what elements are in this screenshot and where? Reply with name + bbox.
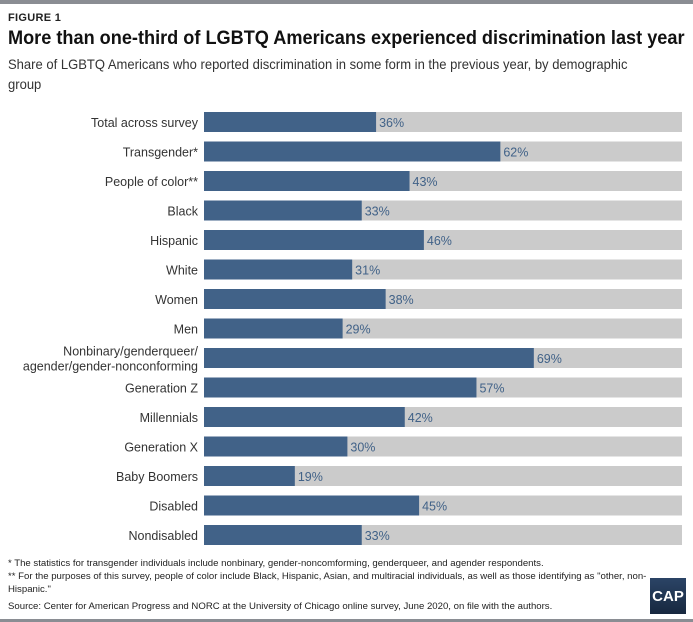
category-label: Women (155, 293, 198, 307)
data-label: 62% (503, 146, 528, 160)
data-label: 19% (298, 470, 323, 484)
bar (204, 230, 424, 250)
footnotes: * The statistics for transgender individ… (8, 557, 648, 596)
data-label: 38% (389, 293, 414, 307)
bar (204, 259, 353, 280)
bottom-border (0, 619, 693, 622)
bar (204, 112, 377, 132)
bar (204, 407, 405, 427)
bar (204, 141, 501, 162)
category-label: Nondisabled (129, 529, 199, 543)
category-label: Baby Boomers (116, 470, 198, 484)
category-label: White (166, 264, 198, 278)
data-label: 29% (346, 323, 371, 337)
top-border (0, 0, 693, 4)
data-label: 69% (537, 352, 562, 366)
source-note: Source: Center for American Progress and… (8, 601, 553, 612)
bar (204, 525, 362, 545)
bar (204, 200, 362, 221)
chart-subtitle: Share of LGBTQ Americans who reported di… (8, 56, 628, 92)
data-label: 33% (365, 205, 390, 219)
bar (204, 289, 386, 309)
data-label: 31% (355, 264, 380, 278)
category-label: Transgender* (123, 146, 198, 160)
bar (204, 348, 534, 368)
category-label: Men (174, 323, 198, 337)
category-label: Nonbinary/genderqueer/ (63, 345, 198, 359)
bar-track (204, 466, 682, 486)
data-label: 36% (379, 116, 404, 130)
data-label: 30% (350, 441, 375, 455)
bar (204, 377, 477, 398)
category-label: Generation Z (125, 382, 198, 396)
category-label: Millennials (140, 411, 198, 425)
data-label: 45% (422, 500, 447, 514)
bar-chart: 36% Total across survey 62% Transgender* 43%… (23, 112, 682, 545)
category-label: Generation X (124, 441, 198, 455)
data-label: 57% (479, 382, 504, 396)
bar (204, 318, 343, 339)
category-label: Hispanic (150, 234, 198, 248)
figure-label: FIGURE 1 (8, 12, 62, 24)
bar (204, 171, 410, 191)
data-label: 42% (408, 411, 433, 425)
category-label: Black (167, 205, 198, 219)
cap-logo: CAP (650, 578, 686, 614)
bar (204, 495, 420, 516)
category-label: Total across survey (91, 116, 199, 130)
data-label: 46% (427, 234, 452, 248)
category-label: People of color** (105, 175, 198, 189)
bar (204, 466, 295, 486)
data-label: 33% (365, 529, 390, 543)
category-label: Disabled (149, 500, 198, 514)
chart-title: More than one-third of LGBTQ Americans e… (8, 27, 685, 49)
category-label: agender/gender-nonconforming (23, 360, 198, 374)
data-label: 43% (413, 175, 438, 189)
bar (204, 436, 348, 457)
footnote: * The statistics for transgender individ… (8, 558, 544, 569)
footnote: ** For the purposes of this survey, peop… (8, 571, 647, 595)
